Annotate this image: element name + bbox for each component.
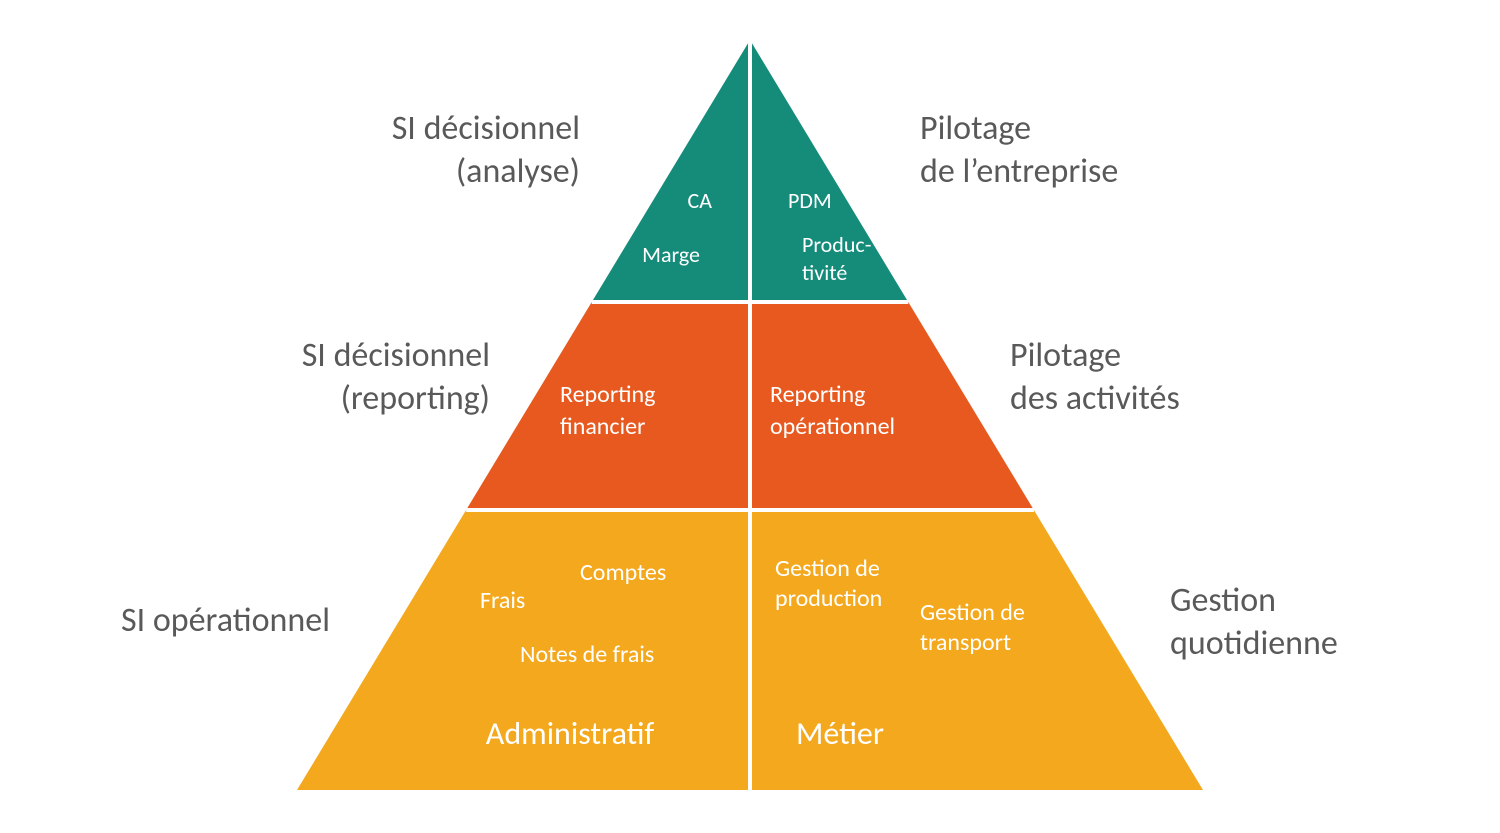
side-label-left-top: SI décisionnel(analyse) [392, 108, 580, 193]
tier-bottom-left-text: Notes de frais [520, 640, 654, 669]
label-line2: quotidienne [1170, 623, 1338, 664]
tier-bottom-right-text: Gestion de [775, 554, 880, 583]
label-line2: des activités [1010, 378, 1180, 419]
tier-top-left-text: Marge [642, 241, 700, 268]
label-line1: SI décisionnel [302, 335, 490, 376]
tier-middle-left-text: financier [560, 412, 645, 441]
side-label-right-top: Pilotagede l’entreprise [920, 108, 1118, 193]
tier-bottom-right-footer: Métier [796, 714, 884, 753]
tier-middle-right-text: Reporting [770, 380, 865, 409]
tier-bottom-right-text: transport [920, 628, 1011, 657]
tier-top-right-text: Produc- [802, 231, 871, 258]
side-label-right-middle: Pilotagedes activités [1010, 335, 1180, 420]
tier-middle-left-text: Reporting [560, 380, 655, 409]
label-line1: Pilotage [1010, 335, 1121, 376]
label-line1: SI opérationnel [121, 600, 330, 641]
label-line2: de l’entreprise [920, 151, 1118, 192]
tier-bottom-left-text: Frais [480, 586, 525, 615]
tier-bottom-left-text: Comptes [580, 558, 666, 587]
tier-top-right-text: tivité [802, 259, 847, 286]
label-line2: (reporting) [341, 378, 490, 419]
tier-top-left-text: CA [688, 187, 713, 214]
tier-bottom-left-footer: Administratif [486, 714, 655, 753]
label-line1: Gestion [1170, 580, 1276, 621]
label-line1: SI décisionnel [392, 108, 580, 149]
label-line1: Pilotage [920, 108, 1031, 149]
tier-bottom-right-text: production [775, 584, 882, 613]
tier-middle-right-text: opérationnel [770, 412, 895, 441]
side-label-right-bottom: Gestionquotidienne [1170, 580, 1338, 665]
pyramid-diagram: CA Marge PDM Produc-tivité Reporting financie… [0, 0, 1500, 833]
side-label-left-middle: SI décisionnel(reporting) [302, 335, 490, 420]
label-line2: (analyse) [456, 151, 580, 192]
side-label-left-bottom: SI opérationnel [121, 600, 330, 643]
tier-bottom-right-text: Gestion de [920, 598, 1025, 627]
tier-top-right-text: PDM [788, 187, 832, 214]
